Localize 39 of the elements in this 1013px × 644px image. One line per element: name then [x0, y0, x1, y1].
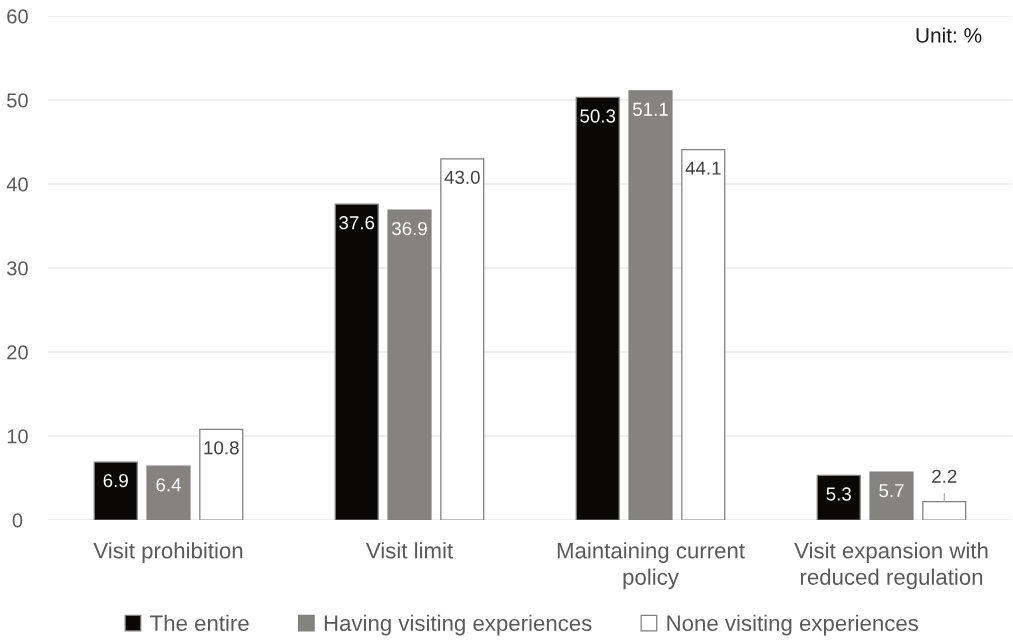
bar [816, 474, 861, 520]
bar [681, 148, 726, 520]
bar [334, 203, 379, 520]
annotation: Unit: % [916, 27, 982, 43]
y-tick-label: 60 [7, 9, 28, 24]
legend-label: Having visiting experiences [324, 614, 592, 636]
bar [440, 158, 485, 520]
y-tick-label: 0 [12, 513, 23, 528]
y-tick-label: 40 [6, 177, 28, 192]
bar [199, 428, 244, 520]
data-label: 5.3 [826, 487, 851, 501]
data-label: 43.0 [444, 170, 480, 184]
data-label: 6.4 [156, 478, 181, 492]
y-tick-label: 20 [7, 345, 28, 360]
x-tick-label: Visit limit [365, 542, 453, 559]
data-label: 36.9 [391, 221, 427, 236]
y-tick-label: 10 [7, 429, 28, 444]
legend-label: The entire [150, 614, 249, 632]
data-label: 10.8 [204, 441, 239, 455]
data-label: 5.7 [879, 484, 904, 498]
y-tick-label: 30 [7, 261, 28, 276]
bar [922, 500, 967, 520]
data-label: 50.3 [580, 109, 616, 123]
bar [93, 461, 138, 520]
legend-label: None visiting experiences [667, 614, 919, 636]
bar [575, 96, 620, 520]
data-label: 37.6 [339, 216, 375, 230]
y-tick-label: 50 [7, 93, 28, 108]
data-label: 44.1 [685, 161, 721, 175]
bar [628, 90, 673, 520]
data-label: 51.1 [633, 102, 668, 116]
x-tick-label: Visit expansion with reduced regulation [794, 542, 988, 590]
data-label: 6.9 [103, 473, 128, 488]
bar [146, 465, 191, 520]
data-label: 2.2 [932, 469, 957, 483]
x-tick-label: Visit prohibition [93, 542, 243, 563]
x-tick-label: Maintaining current policy [557, 542, 745, 590]
bar [387, 209, 432, 520]
bar [869, 471, 914, 520]
